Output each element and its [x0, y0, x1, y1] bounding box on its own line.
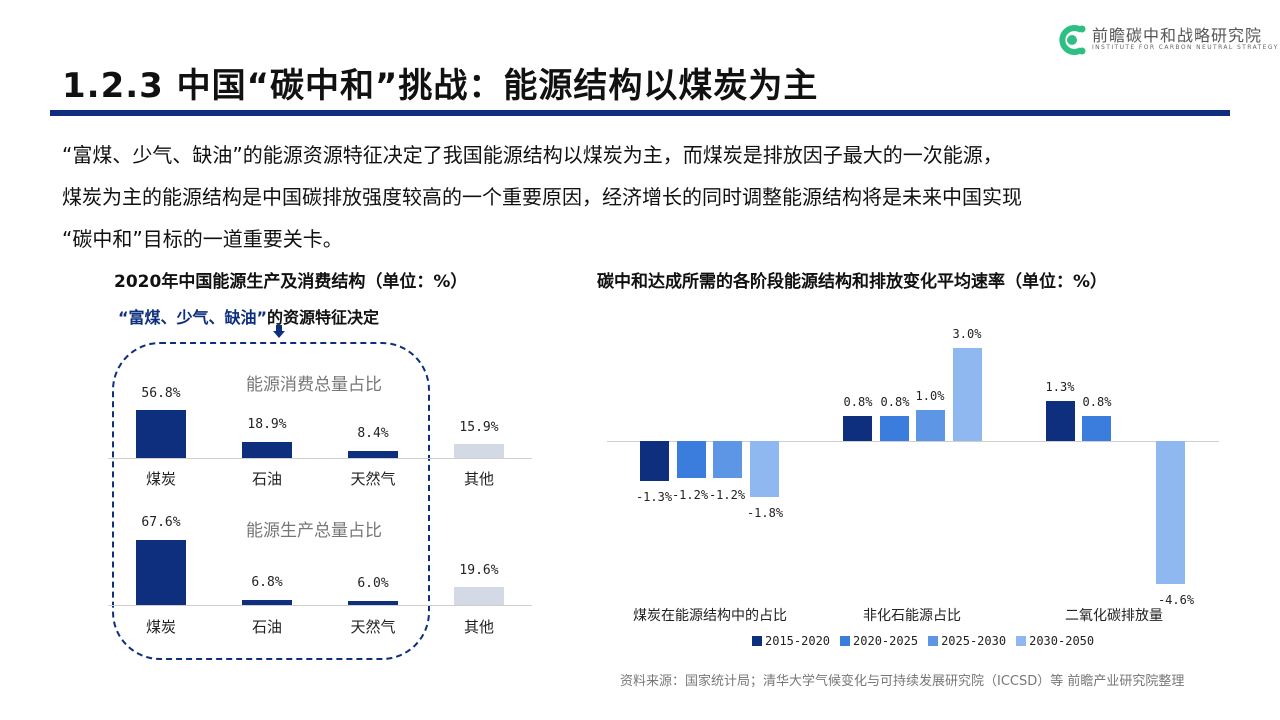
bar-coal-2015-2020 — [640, 441, 669, 481]
rate-chart-axis — [607, 441, 1219, 442]
callout-rest: 的资源特征决定 — [267, 308, 380, 327]
category-label: 石油 — [251, 470, 282, 488]
institute-logo-name: 前瞻碳中和战略研究院 — [1092, 26, 1263, 45]
bar-value-label: 15.9% — [459, 420, 499, 435]
bar-value-label: 1.3% — [1045, 380, 1075, 394]
bar-value-label: -1.3% — [635, 490, 673, 504]
chart-legend: 2015-2020 2020-2025 2025-2030 2030-2050 — [752, 634, 1094, 648]
bar-nonfossil-2015-2020 — [843, 416, 872, 441]
bar-oil-production — [242, 600, 292, 605]
bar-value-label: 19.6% — [459, 563, 499, 578]
bar-value-label: 6.8% — [251, 575, 283, 590]
intro-paragraph: “富煤、少气、缺油”的能源资源特征决定了我国能源结构以煤炭为主，而煤炭是排放因子… — [62, 134, 1232, 260]
category-label: 天然气 — [350, 470, 396, 488]
title-divider — [50, 110, 1230, 116]
legend-item: 2025-2030 — [928, 634, 1006, 648]
bar-value-label: 0.8% — [880, 395, 910, 409]
bar-nonfossil-2020-2025 — [880, 416, 909, 441]
category-label: 非化石能源占比 — [863, 608, 961, 624]
category-label: 煤炭在能源结构中的占比 — [633, 608, 787, 624]
bar-value-label: 0.8% — [1082, 395, 1112, 409]
legend-swatch — [1016, 636, 1027, 646]
category-label: 石油 — [251, 618, 282, 636]
production-axis — [108, 605, 532, 606]
intro-line: “碳中和”目标的一道重要关卡。 — [62, 227, 343, 251]
bar-co2-2015-2020 — [1046, 401, 1075, 441]
category-label: 煤炭 — [145, 470, 176, 488]
institute-logo-icon — [1059, 25, 1086, 55]
bar-co2-2030-2050 — [1156, 441, 1185, 584]
legend-item: 2030-2050 — [1016, 634, 1094, 648]
legend-swatch — [752, 636, 762, 646]
bar-gas-production — [348, 601, 398, 605]
arrow-down-icon — [273, 325, 285, 338]
legend-label: 2025-2030 — [941, 634, 1007, 648]
legend-item: 2015-2020 — [752, 634, 830, 648]
consumption-chart-title: 能源消费总量占比 — [246, 375, 382, 395]
category-label: 二氧化碳排放量 — [1065, 608, 1163, 624]
bar-value-label: -1.8% — [746, 506, 784, 520]
bar-coal-consumption — [136, 410, 186, 458]
bar-value-label: -1.2% — [708, 488, 746, 502]
bar-other-production — [454, 587, 504, 605]
legend-item: 2020-2025 — [840, 634, 918, 648]
bar-coal-production — [136, 540, 186, 605]
bar-coal-2020-2025 — [677, 441, 706, 478]
category-label: 天然气 — [350, 618, 396, 636]
highlight-dashed-frame — [112, 342, 430, 660]
bar-gas-consumption — [348, 451, 398, 458]
source-note: 资料来源：国家统计局；清华大学气候变化与可持续发展研究院（ICCSD）等 前瞻产… — [620, 674, 1185, 689]
bar-value-label: -4.6% — [1157, 593, 1195, 607]
bar-co2-2020-2025 — [1082, 416, 1111, 441]
bar-value-label: 0.8% — [843, 395, 873, 409]
production-chart-title: 能源生产总量占比 — [246, 521, 382, 541]
callout-highlight: “富煤、少气、缺油” — [118, 308, 268, 327]
legend-swatch — [840, 636, 851, 646]
bar-nonfossil-2030-2050 — [953, 348, 982, 441]
category-label: 其他 — [463, 470, 494, 488]
bar-value-label: 3.0% — [952, 327, 982, 341]
page-title: 1.2.3 中国“碳中和”挑战：能源结构以煤炭为主 — [62, 66, 819, 106]
legend-label: 2015-2020 — [765, 634, 831, 648]
bar-value-label: 6.0% — [357, 576, 389, 591]
bar-value-label: -1.2% — [671, 488, 709, 502]
category-label: 其他 — [463, 618, 494, 636]
legend-swatch — [928, 636, 939, 646]
bar-value-label: 67.6% — [141, 515, 181, 530]
bar-nonfossil-2025-2030 — [916, 410, 945, 441]
legend-label: 2020-2025 — [853, 634, 919, 648]
intro-line: “富煤、少气、缺油”的能源资源特征决定了我国能源结构以煤炭为主，而煤炭是排放因子… — [62, 143, 1003, 167]
legend-label: 2030-2050 — [1029, 634, 1095, 648]
bar-other-consumption — [454, 444, 504, 458]
right-chart-title: 碳中和达成所需的各阶段能源结构和排放变化平均速率（单位：%） — [597, 272, 1108, 292]
bar-oil-consumption — [242, 442, 292, 458]
left-chart-callout: “富煤、少气、缺油”的资源特征决定 — [118, 304, 379, 328]
bar-coal-2025-2030 — [713, 441, 742, 478]
left-chart-title: 2020年中国能源生产及消费结构（单位：%） — [114, 272, 468, 292]
bar-value-label: 18.9% — [247, 417, 287, 432]
bar-value-label: 8.4% — [357, 426, 389, 441]
intro-line: 煤炭为主的能源结构是中国碳排放强度较高的一个重要原因，经济增长的同时调整能源结构… — [62, 185, 1022, 209]
category-label: 煤炭 — [145, 618, 176, 636]
institute-logo-subtitle: INSTITUTE FOR CARBON NEUTRAL STRATEGY — [1092, 44, 1279, 51]
bar-value-label: 56.8% — [141, 386, 181, 401]
bar-coal-2030-2050 — [750, 441, 779, 497]
consumption-axis — [108, 458, 532, 459]
bar-value-label: 1.0% — [915, 389, 945, 403]
